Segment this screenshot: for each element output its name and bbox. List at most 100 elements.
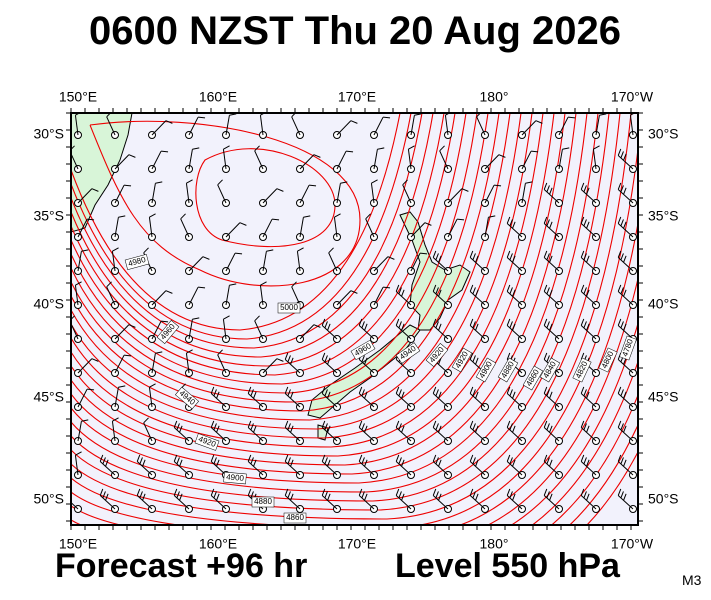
barb-staff xyxy=(336,183,341,204)
barb-flag xyxy=(99,488,104,496)
barb-flag xyxy=(290,357,294,365)
barb-flag xyxy=(580,182,585,190)
barb-flag xyxy=(549,221,553,229)
barb-flag xyxy=(87,218,95,221)
barb-flag xyxy=(321,318,326,326)
contour-label-box xyxy=(175,386,199,410)
barb-flag xyxy=(525,181,533,184)
barb-flag xyxy=(472,253,476,261)
barb-staff xyxy=(410,252,421,272)
barb-staff xyxy=(225,285,230,306)
barb-flag xyxy=(543,250,548,258)
barb-flag xyxy=(328,247,334,254)
barb-flag xyxy=(124,184,132,187)
barb-staff xyxy=(259,285,264,306)
barb-flag xyxy=(266,249,274,252)
barb-flag xyxy=(112,247,119,252)
contour-label-box xyxy=(350,339,376,361)
barb-staff xyxy=(77,251,82,272)
barb-flag xyxy=(173,420,178,428)
barb-flag xyxy=(475,255,479,263)
barb-flag xyxy=(192,147,200,150)
barb-flag xyxy=(324,423,328,431)
contour-label: 4880 xyxy=(254,497,272,506)
contour-label-box xyxy=(619,335,637,361)
barb-flag xyxy=(118,385,126,388)
barb-flag xyxy=(568,116,576,119)
barb-flag xyxy=(327,493,331,501)
barb-staff xyxy=(484,217,489,238)
wind-barbs xyxy=(71,113,637,513)
contour-label-box xyxy=(539,357,561,383)
barb-flag xyxy=(488,215,496,218)
barb-flag xyxy=(106,281,112,288)
lon-label: 170°W xyxy=(611,89,654,105)
barb-flag xyxy=(432,284,437,292)
lon-label: 150°E xyxy=(59,536,97,552)
barb-flag xyxy=(438,425,442,433)
barb-flag xyxy=(580,420,585,428)
barb-flag xyxy=(401,493,405,501)
barb-flag xyxy=(105,459,109,467)
barb-staff xyxy=(225,252,236,272)
barb-staff xyxy=(328,252,338,272)
barb-staff xyxy=(77,188,93,204)
barb-flag xyxy=(75,281,82,286)
barb-staff xyxy=(188,149,193,170)
barb-flag xyxy=(165,120,173,124)
barb-flag xyxy=(176,491,180,499)
barb-flag xyxy=(438,493,442,501)
barb-flag xyxy=(506,250,511,258)
contour-line xyxy=(195,148,336,248)
lat-label: 35°S xyxy=(648,208,679,224)
contour-line xyxy=(71,113,456,376)
barb-flag xyxy=(506,454,511,462)
barb-flag xyxy=(290,459,294,467)
footer-model: M3 xyxy=(682,572,702,588)
contour-line xyxy=(71,113,522,430)
barb-flag xyxy=(506,488,511,496)
barb-flag xyxy=(617,216,622,224)
barb-staff xyxy=(151,150,162,170)
barb-flag xyxy=(620,457,624,465)
contour-line xyxy=(71,113,467,385)
barb-flag xyxy=(81,249,89,252)
barb-flag xyxy=(435,321,439,329)
australia-land xyxy=(71,113,133,233)
barb-flag xyxy=(327,425,331,433)
barb-flag xyxy=(217,349,223,356)
barb-flag xyxy=(383,116,391,119)
barb-flag xyxy=(91,358,99,362)
barb-flag xyxy=(457,218,465,221)
barb-flag xyxy=(543,284,548,292)
barb-flag xyxy=(247,420,252,428)
barb-flag xyxy=(435,457,439,465)
barb-flag xyxy=(509,321,513,329)
barb-flag xyxy=(583,219,587,227)
barb-flag xyxy=(543,420,548,428)
barb-flag xyxy=(469,250,474,258)
contour-label-box xyxy=(277,302,301,314)
barb-flag xyxy=(623,323,627,331)
barb-flag xyxy=(509,423,513,431)
barb-flag xyxy=(543,454,548,462)
barb-flag xyxy=(472,287,476,295)
barb-flag xyxy=(321,420,326,428)
barb-flag xyxy=(395,454,400,462)
barb-flag xyxy=(509,389,513,397)
barb-staff xyxy=(106,286,116,306)
barb-flag xyxy=(361,491,365,499)
barb-flag xyxy=(620,151,624,159)
barb-flag xyxy=(364,323,368,331)
barb-flag xyxy=(324,389,328,397)
barb-staff xyxy=(254,150,264,170)
barb-staff xyxy=(336,290,352,306)
barb-flag xyxy=(321,352,326,360)
barb-flag xyxy=(358,454,363,462)
contour-label-group: 4860 xyxy=(283,512,307,524)
barb-flag xyxy=(593,145,600,150)
barb-flag xyxy=(309,184,317,187)
barb-flag xyxy=(475,391,479,399)
barb-flag xyxy=(469,488,474,496)
